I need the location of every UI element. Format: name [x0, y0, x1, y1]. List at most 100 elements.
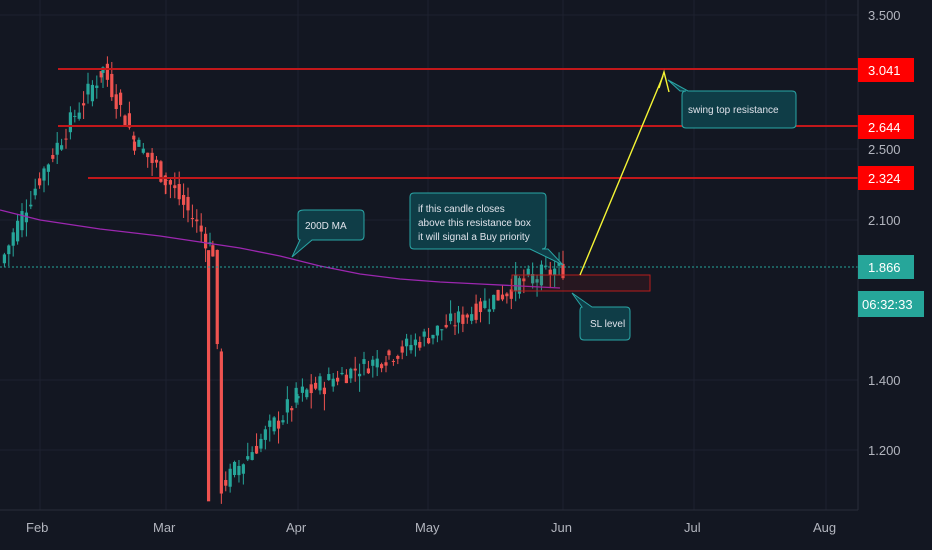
candle-body [38, 178, 42, 186]
candle-body [400, 346, 404, 353]
candle-body [11, 232, 15, 246]
price-tag-current [858, 255, 914, 279]
candle-body [82, 103, 86, 106]
projection-arrowhead [658, 69, 670, 93]
candle-body [492, 294, 496, 310]
candle-body [456, 311, 461, 323]
price-tick-label: 2.500 [868, 142, 901, 157]
moving-average-line [0, 209, 561, 289]
candle-body [51, 154, 55, 159]
candle-body [86, 83, 90, 95]
candle-body [496, 289, 500, 301]
candle-body [483, 300, 487, 308]
candle-body [33, 188, 37, 196]
price-tick-label: 2.100 [868, 213, 901, 228]
candle-body [294, 387, 298, 403]
candle-body [322, 387, 326, 395]
time-tick-label: May [415, 520, 440, 535]
price-tag-resistance [858, 115, 914, 139]
countdown-tag [858, 291, 924, 317]
price-tick-label: 3.500 [868, 8, 901, 23]
price-tag-resistance [858, 166, 914, 190]
candle-body [228, 468, 232, 487]
candle-body [444, 324, 448, 328]
callout-buy-line-3: it will signal a Buy priority [418, 232, 530, 243]
candle-body [366, 368, 370, 374]
candle-body [268, 420, 272, 427]
candle-body [384, 362, 388, 366]
candle-body [46, 164, 50, 172]
candle-body [99, 71, 103, 78]
candle-body [327, 374, 331, 381]
candle-body [422, 331, 426, 337]
candle-body [215, 249, 219, 345]
candle-body [309, 384, 313, 394]
candle-body [90, 84, 94, 102]
price-tick-label: 1.200 [868, 443, 901, 458]
callout-200d-ma-text: 200D MA [305, 221, 347, 232]
candle-body [453, 325, 457, 327]
candle-body [219, 351, 223, 494]
candle-body [199, 225, 203, 232]
candle-body [123, 115, 127, 126]
candle-body [396, 355, 400, 359]
candle-body [250, 452, 254, 460]
projection-arrow [579, 75, 664, 276]
candle-body [132, 141, 137, 151]
candle-body [190, 218, 194, 220]
candle-body [500, 294, 505, 300]
candle-body [105, 63, 109, 80]
time-tick-label: Mar [153, 520, 176, 535]
callout-buy-priority: if this candle closes above this resista… [409, 192, 564, 266]
candlestick-series [2, 56, 565, 504]
candle-body [68, 112, 72, 133]
time-tick-label: Jun [551, 520, 572, 535]
candle-body [336, 377, 340, 382]
candle-body [64, 138, 68, 140]
candle-body [246, 456, 250, 460]
candle-body [413, 339, 417, 346]
candle-body [272, 417, 276, 432]
candle-body [182, 194, 186, 205]
price-tick-label: 1.400 [868, 373, 901, 388]
price-tag-text: 1.866 [868, 260, 901, 275]
candle-body [418, 341, 422, 348]
candle-body [461, 314, 465, 324]
candle-body [164, 179, 168, 181]
candle-body [349, 368, 353, 379]
candle-body [73, 115, 77, 117]
candle-body [435, 325, 439, 336]
candle-body [314, 382, 318, 389]
resistance-box [511, 274, 651, 292]
candle-body [505, 293, 509, 297]
candle-body [232, 461, 237, 475]
candle-body [427, 338, 431, 344]
candle-body [561, 263, 565, 279]
callout-buy-line-2: above this resistance box [418, 218, 531, 229]
candle-body [535, 279, 539, 283]
candle-body [186, 196, 190, 211]
time-axis-panel [0, 510, 858, 550]
callout-buy-line-1: if this candle closes [418, 204, 505, 215]
candle-body [522, 278, 526, 282]
candle-body [290, 408, 294, 411]
candle-body [119, 92, 123, 105]
candle-body [470, 314, 474, 321]
countdown-text: 06:32:33 [862, 297, 913, 312]
candle-body [371, 359, 375, 366]
candle-body [531, 274, 535, 284]
candle-body [331, 378, 335, 387]
candle-body [173, 185, 177, 189]
candle-body [55, 142, 59, 155]
price-tag-text: 3.041 [868, 63, 901, 78]
time-tick-label: Jul [684, 520, 701, 535]
candle-body [154, 159, 159, 163]
candle-body [2, 254, 6, 264]
candle-body [195, 219, 199, 222]
candle-body [285, 399, 289, 413]
candle-body [95, 85, 99, 88]
candle-body [362, 359, 366, 364]
candle-body [544, 265, 548, 267]
